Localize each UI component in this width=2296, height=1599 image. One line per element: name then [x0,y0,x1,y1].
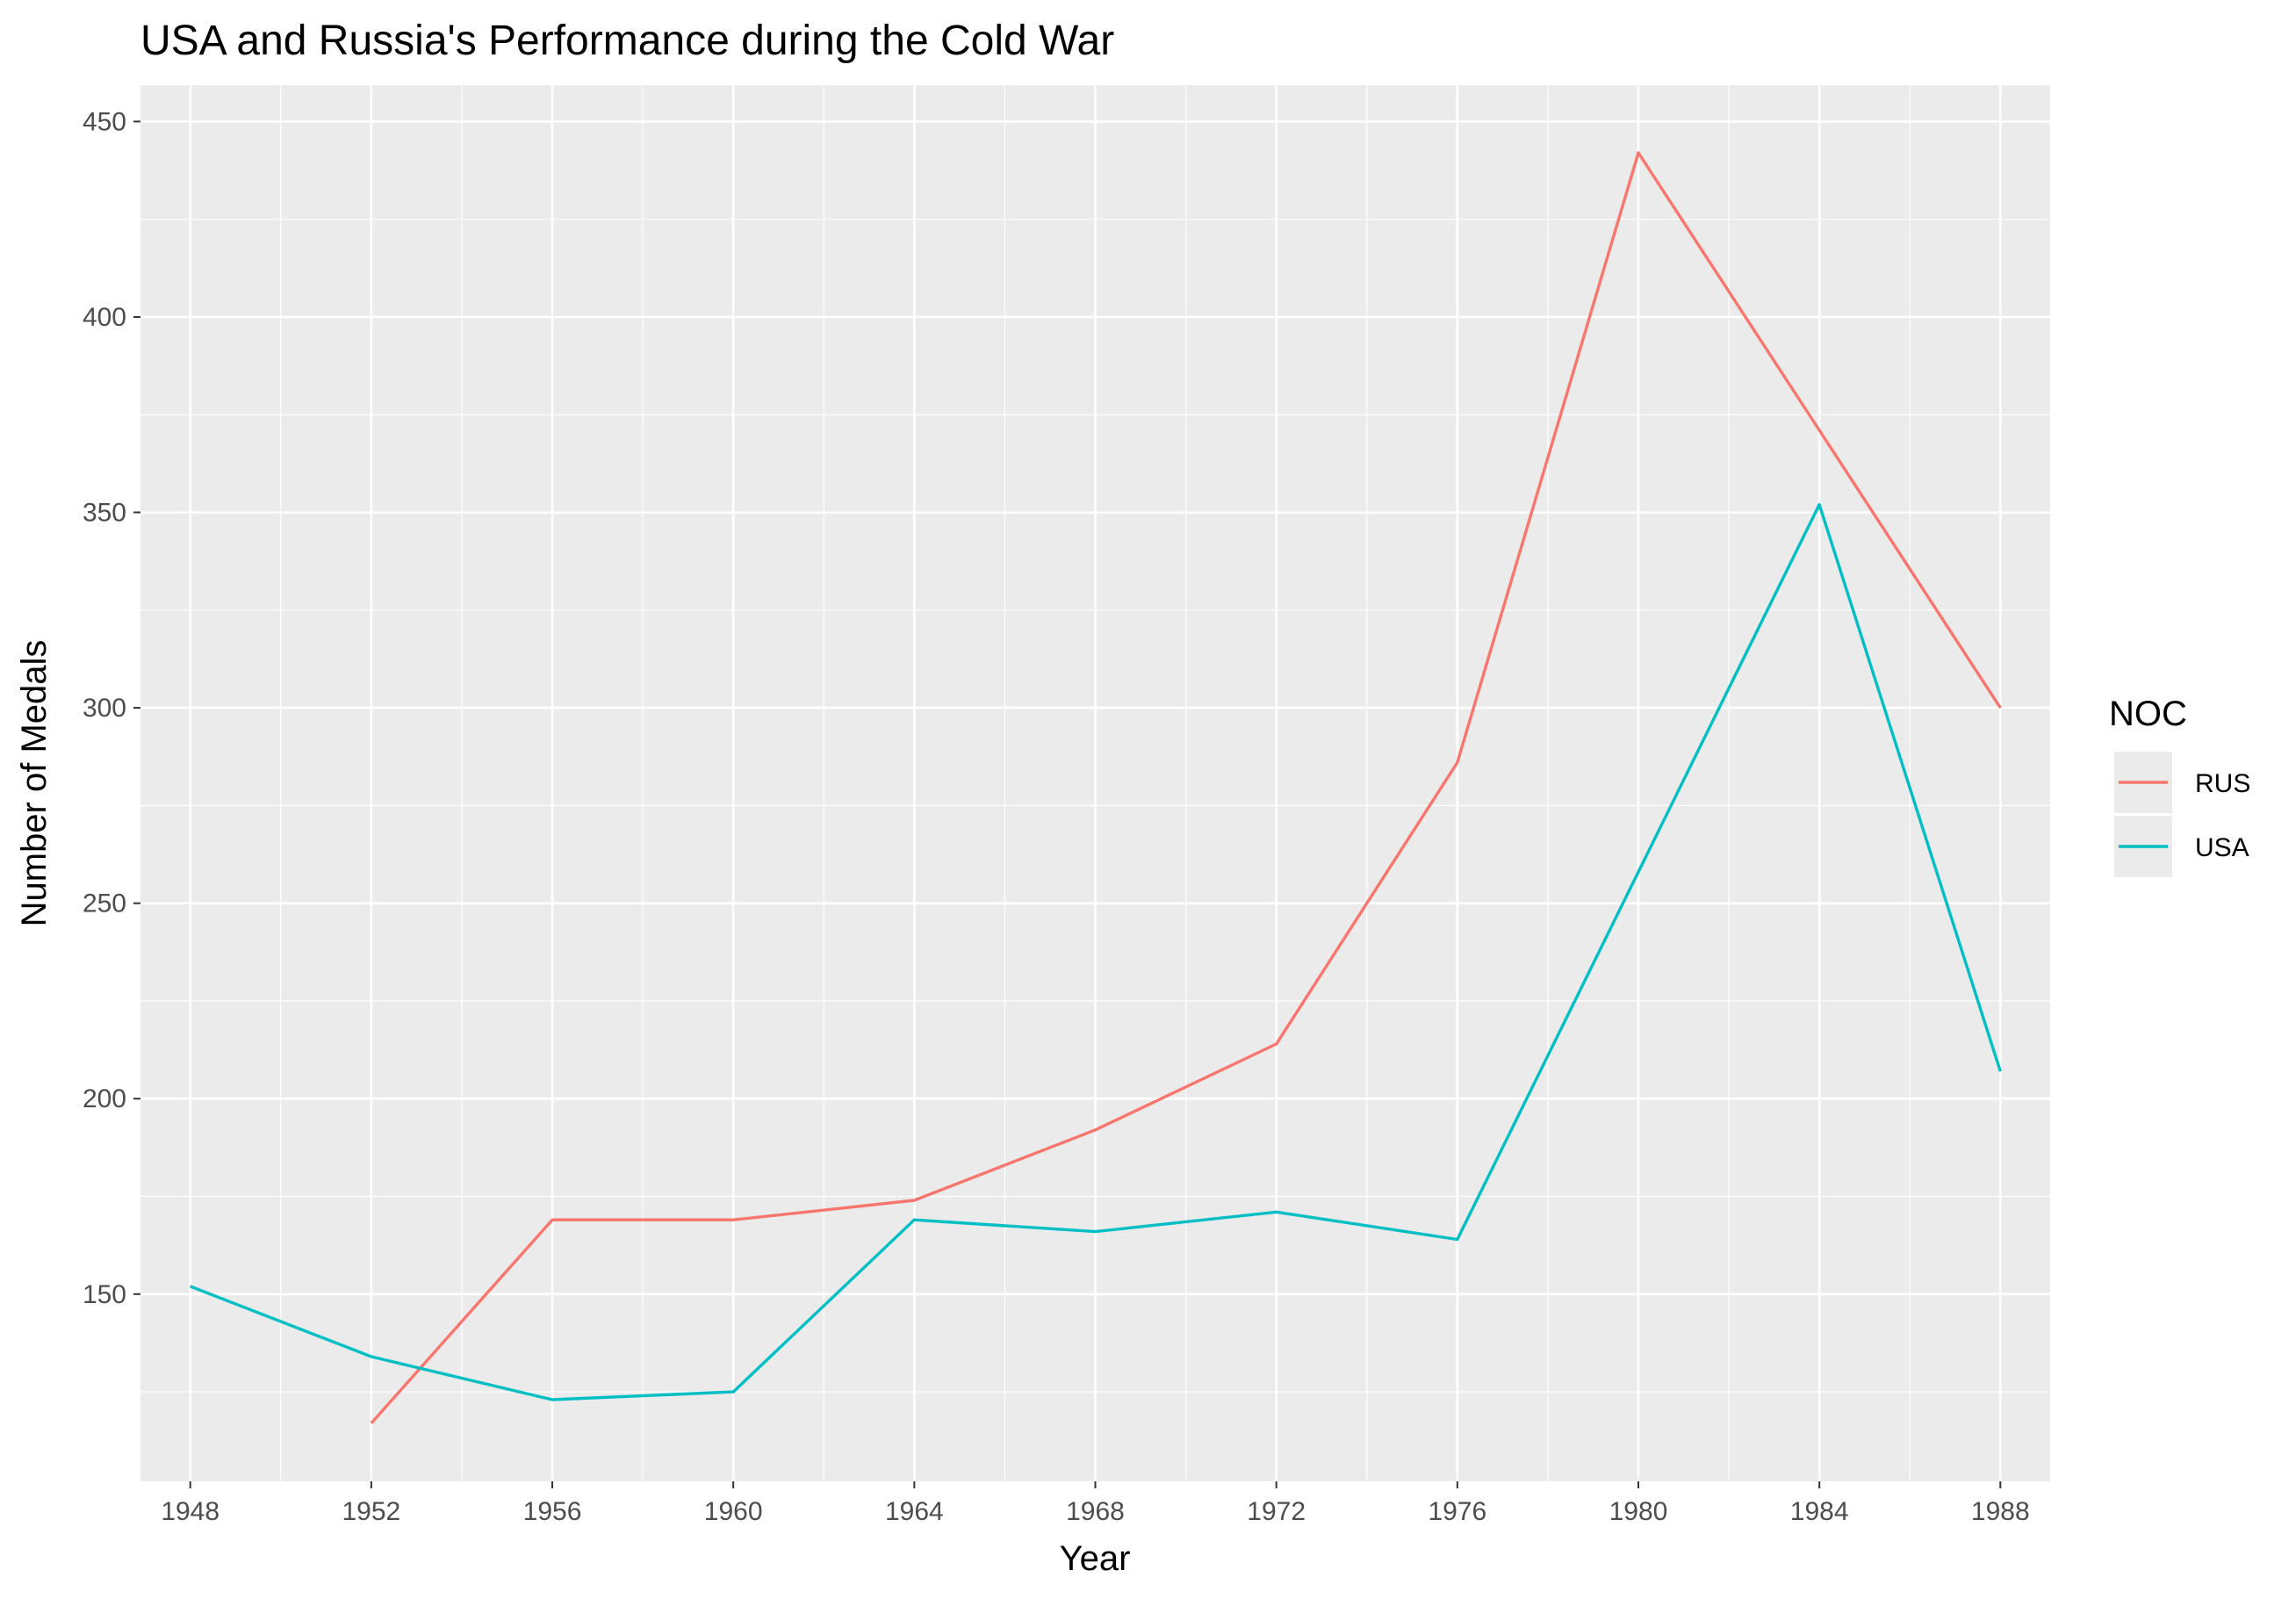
major-gridlines [140,85,2050,1481]
legend-label: RUS [2195,769,2250,798]
x-tick-label: 1988 [1971,1497,2030,1526]
x-axis-ticks: 1948 1952 1956 1960 1964 1968 1972 1976 1980 1984… [161,1481,2030,1526]
y-tick-label: 150 [83,1280,126,1309]
series-line-rus [370,151,2002,1424]
x-tick-label: 1972 [1247,1497,1306,1526]
x-tick-label: 1980 [1609,1497,1668,1526]
x-tick-label: 1964 [885,1497,944,1526]
legend: NOC RUS USA [2109,695,2250,877]
x-tick-label: 1956 [523,1497,582,1526]
y-tick-label: 200 [83,1084,126,1113]
legend-label: USA [2195,833,2249,862]
x-tick-label: 1952 [342,1497,400,1526]
y-axis-title: Number of Medals [15,640,54,927]
x-tick-label: 1976 [1428,1497,1486,1526]
legend-item-usa: USA [2114,816,2249,877]
y-tick-label: 400 [83,303,126,332]
series-lines [190,151,2002,1424]
x-axis-title: Year [1060,1539,1131,1578]
y-tick-label: 250 [83,890,126,918]
legend-title: NOC [2109,695,2187,733]
chart-title: USA and Russia's Performance during the … [140,18,1114,64]
legend-item-rus: RUS [2114,752,2250,813]
y-axis-ticks: 150 200 250 300 350 400 450 [83,107,140,1309]
y-tick-label: 450 [83,107,126,136]
x-tick-label: 1960 [704,1497,763,1526]
series-line-usa [190,502,2002,1401]
x-tick-label: 1984 [1790,1497,1849,1526]
x-tick-label: 1968 [1066,1497,1125,1526]
x-tick-label: 1948 [161,1497,220,1526]
y-tick-label: 300 [83,694,126,723]
y-tick-label: 350 [83,499,126,528]
